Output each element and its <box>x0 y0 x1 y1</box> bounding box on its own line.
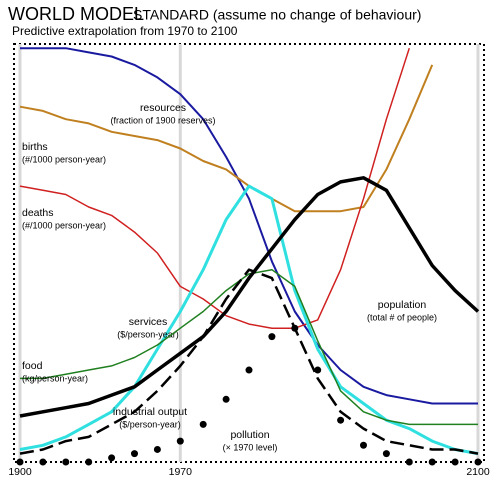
series-line <box>19 47 411 329</box>
data-point <box>39 458 47 466</box>
series-label: services <box>129 316 168 328</box>
data-point <box>245 366 253 374</box>
series-unit: (total # of people) <box>367 312 437 322</box>
series-line <box>19 64 434 213</box>
series-label: births <box>22 141 48 153</box>
data-point <box>16 458 24 466</box>
data-point <box>337 416 345 424</box>
series-unit: ($/person-year) <box>119 419 181 429</box>
data-point <box>428 458 436 466</box>
series-label: pollution <box>230 429 269 441</box>
series-unit: (#/1000 person-year) <box>22 154 106 164</box>
series-label: population <box>378 299 427 311</box>
data-point <box>405 458 413 466</box>
series-unit: ($/person-year) <box>117 329 179 339</box>
title-note: STANDARD (assume no change of behaviour) <box>133 7 421 23</box>
data-point <box>382 450 390 458</box>
chart-title: WORLD MODEL <box>8 4 144 24</box>
chart-subtitle: Predictive extrapolation from 1970 to 21… <box>12 24 238 38</box>
data-point <box>176 437 184 445</box>
series-line <box>20 47 478 405</box>
data-point <box>474 458 482 466</box>
plot-frame <box>13 43 485 463</box>
x-tick-label: 1900 <box>8 466 32 478</box>
x-tick-label: 2100 <box>466 466 490 478</box>
data-point <box>314 366 322 374</box>
series-unit: (fraction of 1900 reserves) <box>110 115 215 125</box>
series-label: industrial output <box>113 406 187 418</box>
data-point <box>268 333 276 341</box>
data-point <box>85 458 93 466</box>
series-label: deaths <box>22 207 54 219</box>
data-point <box>291 324 299 332</box>
data-point <box>62 458 70 466</box>
data-point <box>199 420 207 428</box>
series-label: food <box>22 360 43 372</box>
series-unit: (kg/person-year) <box>22 373 88 383</box>
data-point <box>153 445 161 453</box>
series-line <box>19 176 480 418</box>
data-point <box>222 395 230 403</box>
series-line <box>20 268 478 426</box>
series-line <box>19 268 479 455</box>
series-label: resources <box>140 102 186 114</box>
data-point <box>360 441 367 449</box>
series-unit: (#/1000 person-year) <box>22 220 106 230</box>
data-point <box>131 450 138 458</box>
series-unit: (× 1970 level) <box>223 442 278 452</box>
x-tick-label: 1970 <box>169 466 193 478</box>
series-line <box>19 184 479 456</box>
data-point <box>108 454 116 462</box>
data-point <box>451 458 459 466</box>
